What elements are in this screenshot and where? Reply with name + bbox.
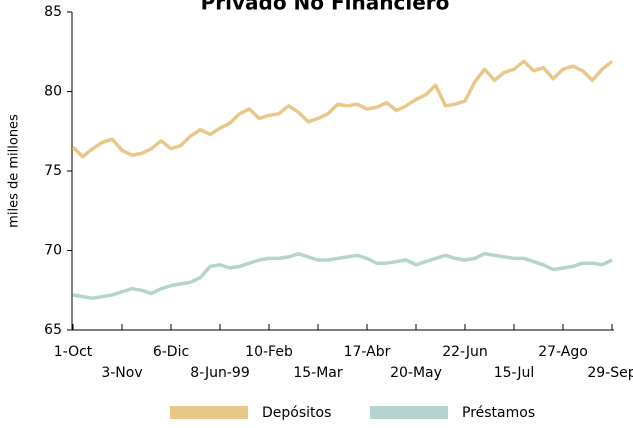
y-tick-label: 65 [44,322,62,338]
x-tick-label: 8-Jun-99 [190,365,249,381]
legend-swatch [170,406,248,419]
legend-label: Depósitos [262,405,331,421]
y-tick-label: 80 [44,84,62,100]
x-tick-label: 6-Dic [153,344,189,360]
legend-swatch [370,406,448,419]
x-tick-label: 3-Nov [101,365,142,381]
x-tick-label: 27-Ago [538,344,588,360]
x-tick-label: 17-Abr [344,344,391,360]
x-tick-label: 22-Jun [442,344,488,360]
series-line [72,251,613,300]
x-tick-label: 29-Sep [587,365,633,381]
x-tick-label: 15-Mar [293,365,343,381]
chart-title: Privado No Financiero [201,0,450,15]
y-axis-label: miles de millones [7,114,22,228]
x-tick-label: 10-Feb [245,344,293,360]
legend-label: Préstamos [462,405,535,421]
series-line [71,59,614,159]
y-tick-label: 75 [44,163,62,179]
y-tick-label: 70 [44,243,62,259]
y-tick-label: 85 [44,4,62,20]
x-tick-label: 15-Jul [494,365,535,381]
x-tick-label: 1-Oct [54,344,93,360]
x-tick-label: 20-May [390,365,442,381]
